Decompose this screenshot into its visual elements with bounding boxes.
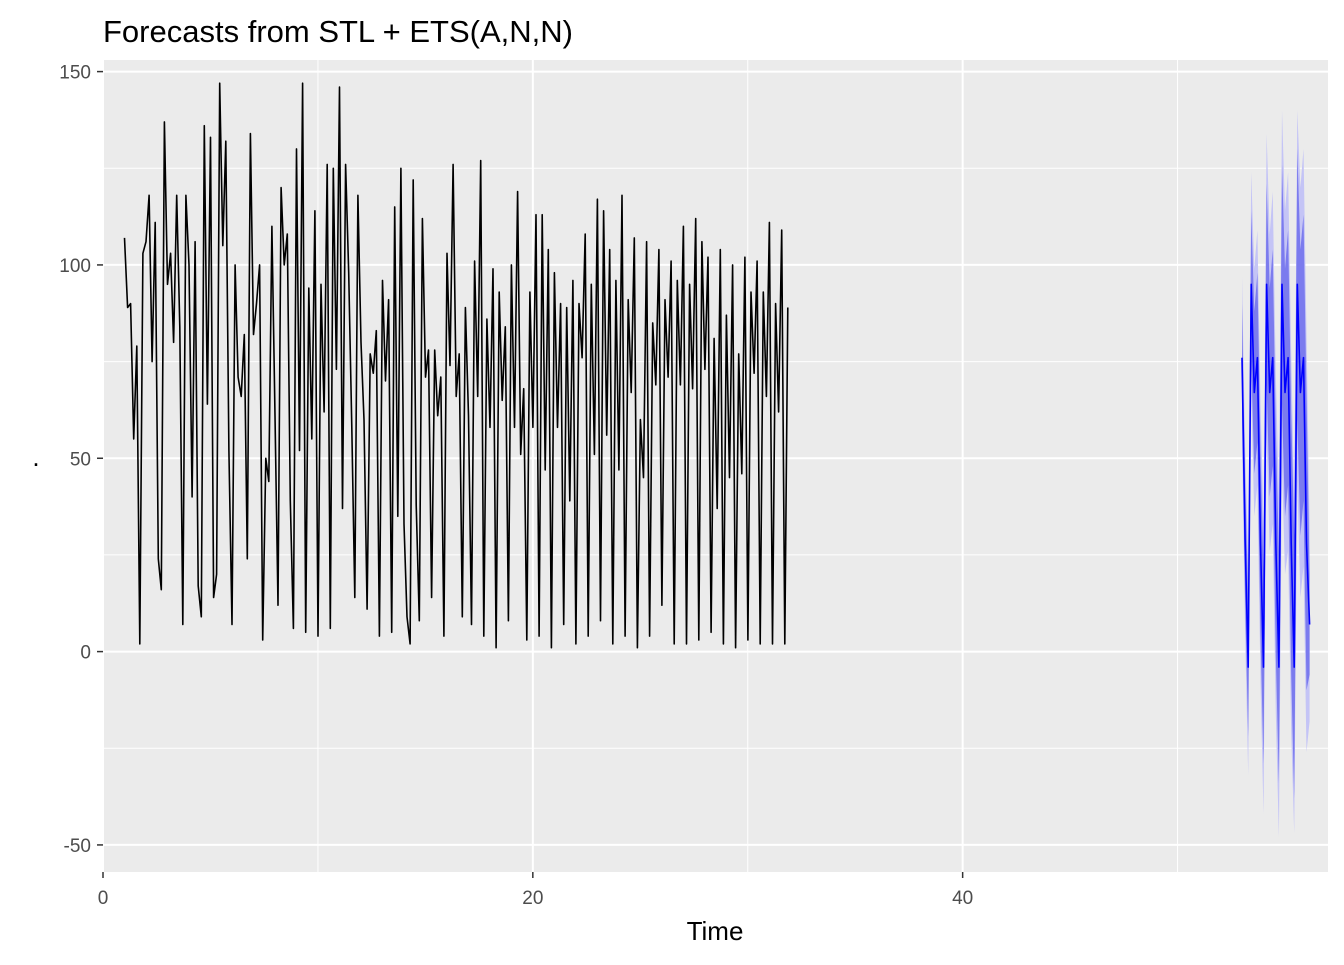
forecast-line	[1241, 283, 1311, 668]
x-axis-title: Time	[687, 916, 744, 946]
x-axis: 0 20 40	[98, 872, 973, 909]
plot-panel	[103, 60, 1328, 872]
x-tick-label: 40	[952, 888, 973, 909]
y-tick-label: -50	[64, 836, 91, 857]
y-tick-label: 150	[59, 63, 91, 84]
x-tick-label: 0	[98, 888, 109, 909]
series-lines	[123, 82, 1311, 668]
observed-series-line	[123, 82, 789, 649]
y-tick-label: 100	[59, 256, 91, 277]
y-axis-title: .	[32, 442, 39, 472]
chart-title: Forecasts from STL + ETS(A,N,N)	[103, 14, 573, 49]
y-tick-label: 50	[70, 449, 91, 470]
y-axis: -50 0 50 100 150	[59, 63, 103, 857]
y-tick-label: 0	[80, 643, 91, 664]
x-tick-label: 20	[522, 888, 543, 909]
